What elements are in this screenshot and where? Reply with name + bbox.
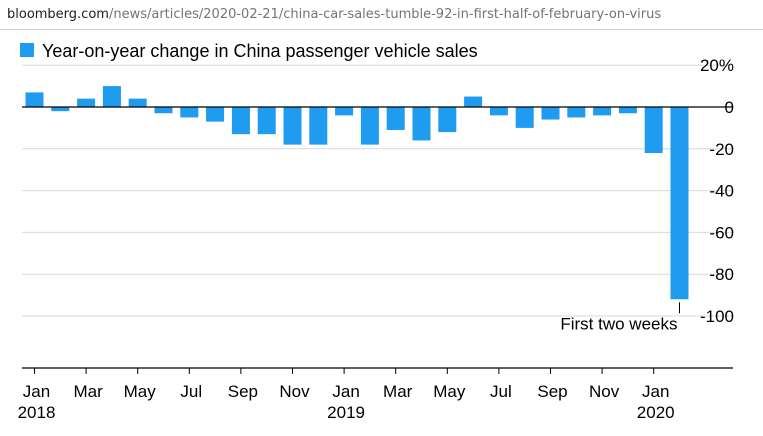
x-tick-label: Jul: [490, 382, 512, 401]
x-tick-label: Jan: [332, 382, 359, 401]
url-host: bloomberg.com: [7, 7, 109, 22]
y-tick-label: -40: [709, 182, 734, 201]
bar: [128, 98, 147, 107]
bar: [670, 107, 689, 300]
bar: [464, 96, 483, 107]
bar: [593, 107, 612, 116]
bar: [644, 107, 663, 153]
url-path: /news/articles/2020-02-21/china-car-sale…: [108, 7, 662, 22]
x-tick-label: Mar: [73, 382, 103, 401]
x-year-label: 2020: [637, 403, 675, 422]
bar: [102, 86, 121, 107]
chart-legend: Year-on-year change in China passenger v…: [20, 41, 478, 61]
bar: [618, 107, 637, 114]
bar: [77, 98, 96, 107]
bar: [25, 92, 44, 107]
annotation-label: First two weeks: [560, 314, 677, 333]
bar: [154, 107, 173, 114]
bar: [51, 107, 70, 112]
x-year-label: 2018: [18, 403, 56, 422]
y-tick-label: -60: [709, 223, 734, 242]
legend-label: Year-on-year change in China passenger v…: [42, 41, 478, 61]
y-tick-label: -100: [700, 307, 734, 326]
bar: [309, 107, 328, 145]
x-tick-label: Sep: [228, 382, 258, 401]
bars: [22, 86, 733, 300]
bar: [386, 107, 405, 130]
bar: [515, 107, 534, 128]
x-tick-label: May: [433, 382, 466, 401]
y-tick-label: -80: [709, 265, 734, 284]
x-tick-label: Mar: [383, 382, 413, 401]
x-tick-label: May: [124, 382, 157, 401]
x-tick-label: Jul: [180, 382, 202, 401]
bar: [206, 107, 225, 122]
y-tick-label: 20%: [700, 56, 734, 75]
bar: [541, 107, 560, 120]
legend-swatch: [20, 43, 34, 57]
bar: [489, 107, 508, 116]
gridlines: [22, 64, 733, 317]
x-tick-label: Sep: [537, 382, 567, 401]
y-tick-label: 0: [725, 98, 734, 117]
x-tick-label: Jan: [642, 382, 669, 401]
bar: [231, 107, 250, 135]
bar: [283, 107, 302, 145]
y-axis-labels: 20% 0 -20 -40 -60 -80 -100: [700, 56, 734, 326]
annotation: First two weeks: [560, 302, 680, 333]
x-year-label: 2019: [327, 403, 365, 422]
x-tick-label: Nov: [589, 382, 620, 401]
bar: [412, 107, 431, 141]
x-tick-label: Jan: [23, 382, 50, 401]
address-bar[interactable]: bloomberg.com/news/articles/2020-02-21/c…: [0, 0, 763, 30]
x-tick-label: Nov: [279, 382, 310, 401]
bar: [335, 107, 354, 116]
y-tick-label: -20: [709, 140, 734, 159]
bar-chart: Year-on-year change in China passenger v…: [18, 41, 734, 422]
bar: [360, 107, 379, 145]
bar: [438, 107, 457, 133]
bar: [257, 107, 276, 135]
bar: [180, 107, 199, 118]
bar: [567, 107, 586, 118]
x-axis: Jan 2018 Mar May Jul Sep Nov Jan 2019 Mar May Jul Se…: [18, 367, 733, 422]
